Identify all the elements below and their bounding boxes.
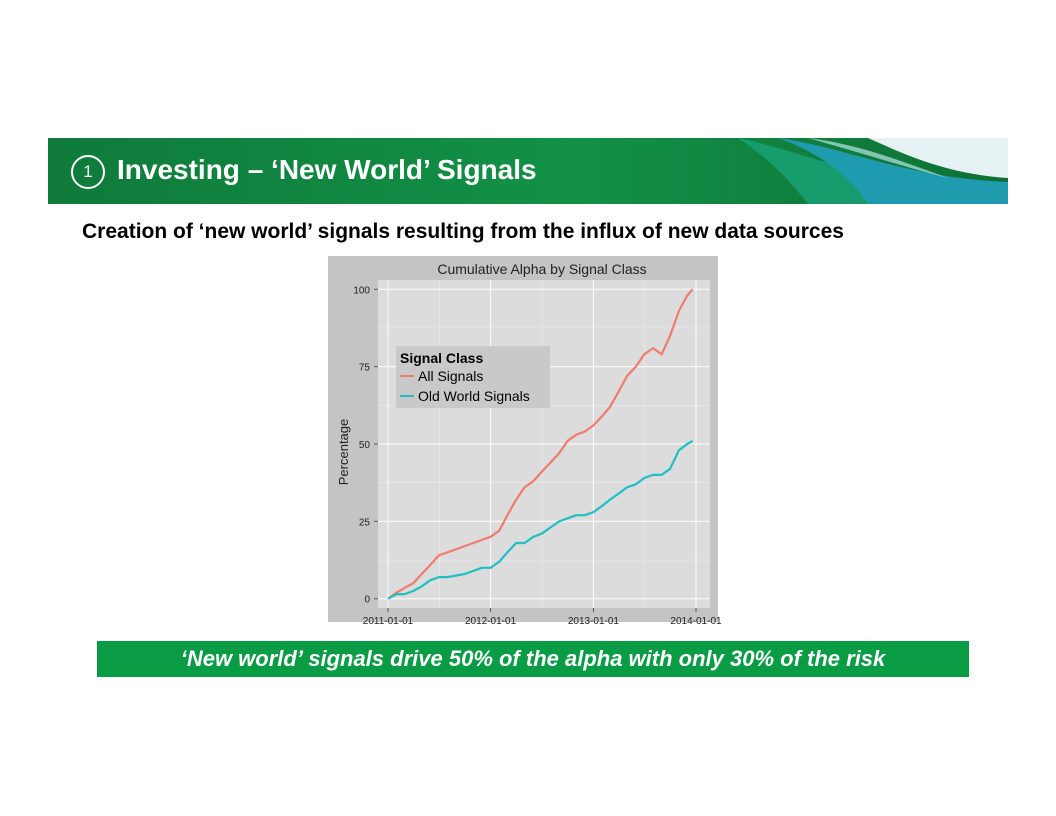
x-tick-label: 2011-01-01 — [363, 616, 414, 627]
legend: Signal Class All Signals Old World Signa… — [396, 346, 550, 408]
legend-box — [396, 346, 550, 408]
axis-layer: 0 25 50 75 100 2011-01-01 2012-01-01 2013-01-01… — [353, 285, 722, 627]
x-tick-label: 2013-01-01 — [568, 616, 620, 627]
page-title: Investing – ‘New World’ Signals — [117, 154, 537, 185]
legend-label-old-world-signals: Old World Signals — [418, 388, 530, 404]
series-line-all-signals — [387, 288, 694, 600]
y-tick-label: 50 — [359, 440, 371, 451]
chart-svg: Cumulative Alpha by Signal Class 0 25 50 75… — [328, 256, 722, 627]
series-line-old-world-signals — [387, 439, 694, 600]
y-axis-label: Percentage — [336, 419, 351, 486]
chart-title: Cumulative Alpha by Signal Class — [437, 261, 646, 277]
banner-wave-graphic — [48, 138, 1008, 204]
cumulative-alpha-chart: Cumulative Alpha by Signal Class 0 25 50 75… — [328, 256, 728, 636]
section-banner — [48, 138, 1008, 204]
y-tick-label: 0 — [364, 595, 370, 606]
section-number-badge: 1 — [71, 155, 105, 189]
legend-label-all-signals: All Signals — [418, 368, 483, 384]
y-tick-label: 75 — [359, 363, 371, 374]
y-tick-label: 100 — [353, 285, 370, 296]
legend-title: Signal Class — [400, 350, 483, 366]
page-subtitle: Creation of ‘new world’ signals resultin… — [82, 220, 844, 243]
y-tick-label: 25 — [359, 517, 371, 528]
series-layer — [387, 288, 694, 600]
takeaway-banner: ‘New world’ signals drive 50% of the alp… — [97, 641, 969, 677]
x-tick-label: 2014-01-01 — [670, 616, 722, 627]
x-tick-label: 2012-01-01 — [465, 616, 517, 627]
